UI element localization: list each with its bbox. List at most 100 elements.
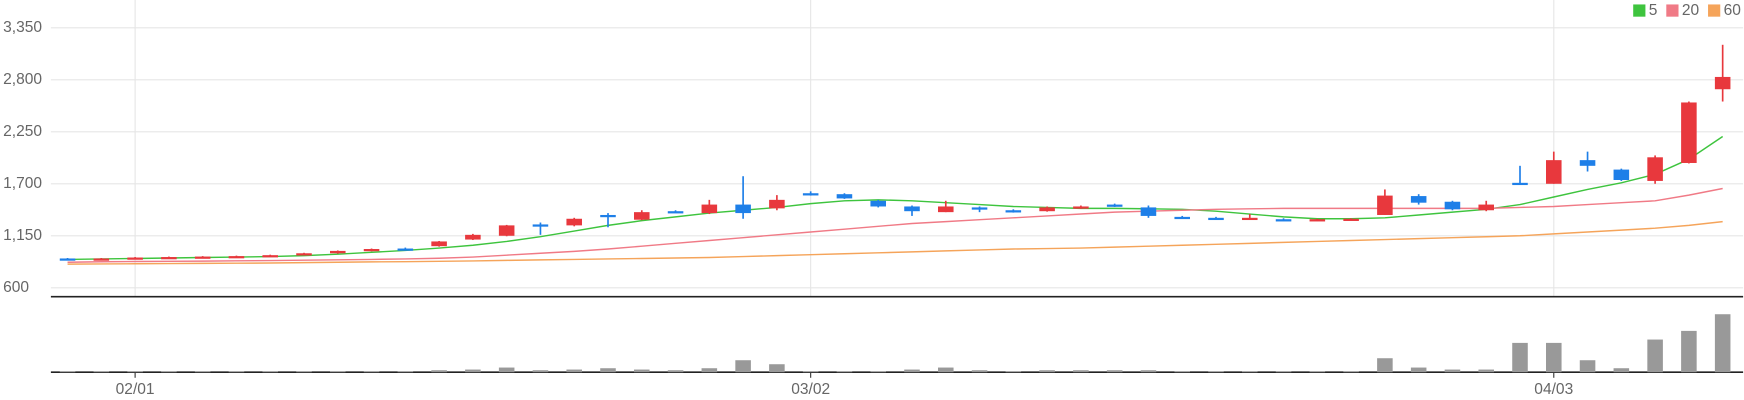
ma-line xyxy=(67,220,1723,265)
volume-bar xyxy=(1242,371,1258,373)
volume-bar xyxy=(971,370,988,373)
candle-body xyxy=(667,211,684,214)
candle-body xyxy=(532,224,549,227)
volume-bar xyxy=(363,371,380,373)
y-tick-label: 2,800 xyxy=(3,71,42,88)
volume-bar xyxy=(262,371,278,373)
candle-body xyxy=(1174,216,1190,220)
candle-body xyxy=(1681,102,1697,163)
candle-body xyxy=(1039,207,1055,212)
candle-body xyxy=(1377,195,1393,215)
candle-body xyxy=(498,225,515,236)
volume-bar xyxy=(870,371,886,373)
candle-body xyxy=(161,257,177,260)
volume-bar xyxy=(1579,360,1596,373)
volume-bar xyxy=(769,364,785,373)
candle-body xyxy=(870,200,886,207)
volume-bar xyxy=(1106,370,1123,373)
candle-body xyxy=(1512,182,1528,186)
volume-bar xyxy=(330,371,346,373)
candle-body xyxy=(1275,219,1292,222)
volume-bar xyxy=(161,371,177,373)
candle-body xyxy=(566,218,582,226)
volume-bar xyxy=(59,371,76,373)
candle-body xyxy=(904,206,920,212)
volume-bar xyxy=(1343,371,1359,373)
candle-body xyxy=(802,193,819,196)
volume-bar xyxy=(1208,371,1224,373)
candle-body xyxy=(59,258,76,261)
volume-bar xyxy=(904,369,920,373)
volume-bar xyxy=(498,367,515,373)
y-tick-label: 2,250 xyxy=(3,123,42,140)
volume-bar xyxy=(1444,369,1461,373)
candle-body xyxy=(1613,169,1630,180)
candle-body xyxy=(1410,196,1427,203)
candle-body xyxy=(1242,217,1258,221)
volume-bar xyxy=(194,371,211,373)
volume-bar xyxy=(1512,342,1528,373)
volume-bar xyxy=(1410,367,1427,373)
candle-body xyxy=(397,248,414,251)
y-tick-label: 3,350 xyxy=(3,19,42,36)
legend-label: 5 xyxy=(1649,2,1658,19)
volume-bar xyxy=(1005,371,1022,373)
candle-body xyxy=(1140,207,1157,216)
volume-bar xyxy=(465,369,481,373)
candle-body xyxy=(938,206,954,213)
candle-body xyxy=(1005,210,1022,213)
volume-bar xyxy=(127,371,143,373)
y-tick-label: 600 xyxy=(3,279,29,296)
volume-bar xyxy=(1478,369,1494,373)
volume-bar xyxy=(1174,371,1190,373)
candle-body xyxy=(296,253,312,256)
volume-bar xyxy=(600,368,616,373)
candle-body xyxy=(1444,201,1461,210)
y-tick-label: 1,150 xyxy=(3,227,42,244)
volume-bar xyxy=(634,369,650,373)
candle-body xyxy=(836,194,853,199)
candle-body xyxy=(634,212,650,220)
candle-body xyxy=(1309,219,1326,222)
candle-body xyxy=(363,249,380,252)
candle-body xyxy=(1579,160,1596,166)
candle-body xyxy=(431,241,447,247)
candle-body xyxy=(971,207,988,210)
candle-body xyxy=(228,256,245,259)
candle-body xyxy=(194,256,211,259)
candle-body xyxy=(1714,76,1731,90)
candle-body xyxy=(1478,204,1494,211)
volume-bar xyxy=(1546,342,1562,373)
x-tick-label: 04/03 xyxy=(1534,381,1573,398)
candle-body xyxy=(262,255,278,258)
candle-body xyxy=(93,258,110,261)
volume-bar xyxy=(1613,368,1630,373)
candle-body xyxy=(330,250,346,254)
ma-line xyxy=(67,187,1723,263)
legend-label: 20 xyxy=(1682,2,1700,19)
legend-swatch xyxy=(1708,4,1721,17)
volume-bar xyxy=(1681,330,1697,373)
volume-bar xyxy=(1140,370,1157,373)
volume-bar xyxy=(228,371,245,373)
volume-bar xyxy=(1377,358,1393,373)
volume-bar xyxy=(1714,314,1731,373)
volume-bar xyxy=(431,370,447,373)
candle-body xyxy=(127,257,143,260)
volume-bar xyxy=(1275,371,1292,373)
volume-bar xyxy=(1647,339,1663,373)
volume-bar xyxy=(397,371,414,373)
candle-body xyxy=(1546,160,1562,184)
volume-bar xyxy=(938,367,954,373)
volume-bar xyxy=(735,360,751,373)
candle-body xyxy=(769,199,785,209)
x-tick-label: 02/01 xyxy=(116,381,155,398)
candle-body xyxy=(600,214,616,218)
candle-body xyxy=(465,234,481,240)
candle-body xyxy=(1208,217,1224,221)
candle-body xyxy=(1106,204,1123,207)
candle-body xyxy=(701,204,718,214)
volume-bar xyxy=(667,370,684,373)
